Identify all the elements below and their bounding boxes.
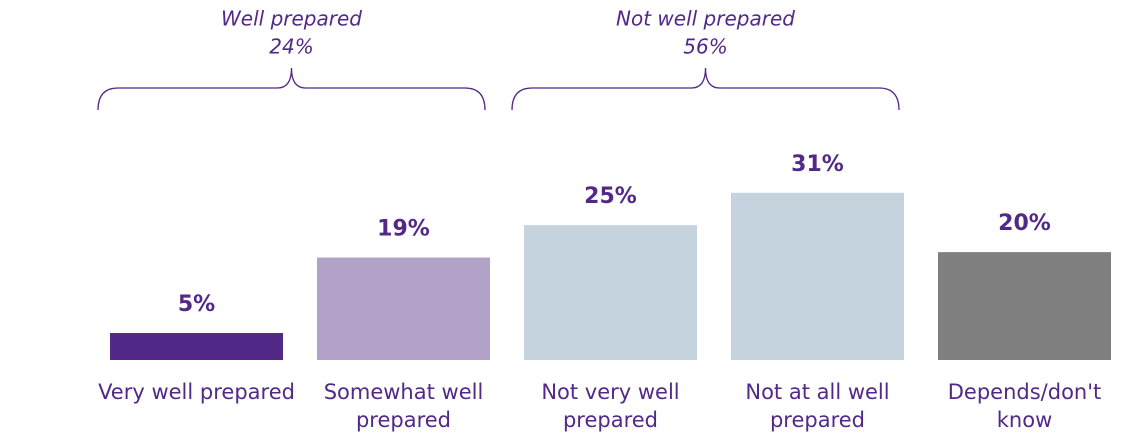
value-label: 5% [178, 292, 215, 317]
value-label: 31% [791, 152, 844, 177]
bracket-value: 24% [269, 35, 313, 59]
value-label: 20% [998, 211, 1051, 236]
bar [110, 333, 283, 360]
bracket-label: Well prepared [221, 7, 362, 31]
category-label: Not very well prepared [541, 380, 680, 432]
bracket [97, 67, 486, 111]
bracket-label: Not well prepared [616, 7, 795, 31]
bar [938, 252, 1111, 360]
category-label: Depends/don't know [947, 380, 1102, 432]
category-label: Not at all well prepared [745, 380, 890, 432]
bar [524, 225, 697, 360]
bracket-value: 56% [683, 35, 727, 59]
bar [731, 192, 904, 360]
category-label: Somewhat well prepared [323, 380, 484, 432]
category-label: Very well prepared [98, 380, 295, 404]
value-label: 25% [584, 184, 637, 209]
bracket [511, 67, 900, 111]
bar [317, 257, 490, 360]
value-label: 19% [377, 217, 430, 242]
